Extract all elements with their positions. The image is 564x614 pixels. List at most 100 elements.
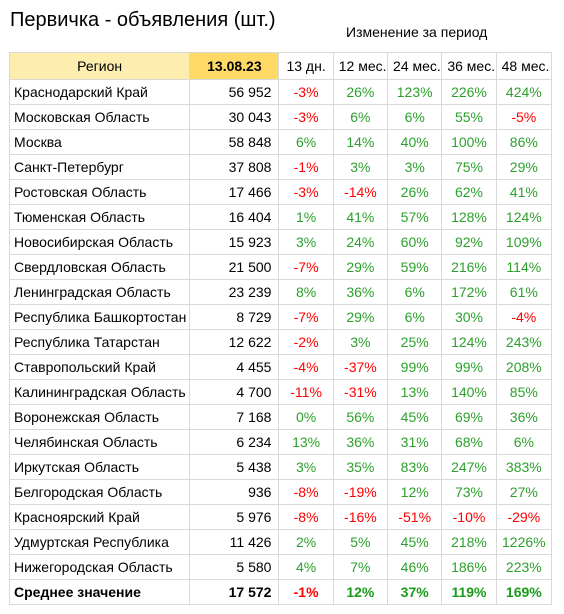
- change-cell: 119%: [441, 579, 497, 605]
- change-cell: 3%: [332, 154, 389, 180]
- table-row: Москва 58 848 6% 14% 40% 100% 86%: [8, 129, 553, 155]
- change-cell: 1226%: [495, 529, 553, 555]
- listings-count-cell: 17 572: [189, 579, 280, 605]
- change-cell: -4%: [495, 304, 553, 330]
- table-row: Санкт-Петербург 37 808 -1% 3% 3% 75% 29%: [8, 154, 553, 180]
- change-cell: 45%: [387, 404, 443, 430]
- change-cell: 2%: [278, 529, 334, 555]
- change-cell: -10%: [441, 504, 497, 530]
- change-cell: 55%: [441, 104, 497, 130]
- table-body: Краснодарский Край 56 952 -3% 26% 123% 226% 42…: [8, 79, 553, 605]
- region-cell: Москва: [8, 129, 191, 155]
- change-cell: 140%: [441, 379, 497, 405]
- table-row: Краснодарский Край 56 952 -3% 26% 123% 226% 42…: [8, 79, 553, 105]
- change-cell: 4%: [278, 554, 334, 580]
- region-cell: Тюменская Область: [8, 204, 191, 230]
- change-cell: 169%: [495, 579, 553, 605]
- change-cell: 243%: [495, 329, 553, 355]
- change-cell: 61%: [495, 279, 553, 305]
- change-cell: -8%: [278, 504, 334, 530]
- change-cell: 29%: [495, 154, 553, 180]
- change-cell: 0%: [278, 404, 334, 430]
- region-cell: Челябинская Область: [8, 429, 191, 455]
- change-cell: 75%: [441, 154, 497, 180]
- change-cell: 424%: [495, 79, 553, 105]
- change-cell: 208%: [495, 354, 553, 380]
- change-cell: -51%: [387, 504, 443, 530]
- region-cell: Ставропольский Край: [8, 354, 191, 380]
- change-cell: 123%: [387, 79, 443, 105]
- change-cell: -1%: [278, 154, 334, 180]
- change-cell: 60%: [387, 229, 443, 255]
- change-cell: 100%: [441, 129, 497, 155]
- table-row: Свердловская Область 21 500 -7% 29% 59% 216% 1…: [8, 254, 553, 280]
- change-cell: 6%: [387, 279, 443, 305]
- average-row: Среднее значение 17 572 -1% 12% 37% 119% 169%: [8, 579, 553, 605]
- change-cell: 3%: [278, 229, 334, 255]
- change-cell: -19%: [332, 479, 389, 505]
- change-period-caption: Изменение за период: [346, 24, 488, 40]
- change-cell: 226%: [441, 79, 497, 105]
- table-row: Тюменская Область 16 404 1% 41% 57% 128% 124%: [8, 204, 553, 230]
- change-cell: -8%: [278, 479, 334, 505]
- table-row: Нижегородская Область 5 580 4% 7% 46% 186% 223…: [8, 554, 553, 580]
- change-cell: 5%: [332, 529, 389, 555]
- change-cell: 37%: [387, 579, 443, 605]
- region-cell: Красноярский Край: [8, 504, 191, 530]
- region-cell: Ростовская Область: [8, 179, 191, 205]
- change-cell: 172%: [441, 279, 497, 305]
- change-cell: 6%: [278, 129, 334, 155]
- listings-count-cell: 17 466: [189, 179, 280, 205]
- listings-count-cell: 5 438: [189, 454, 280, 480]
- table-row: Московская Область 30 043 -3% 6% 6% 55% -5%: [8, 104, 553, 130]
- column-header-48m: 48 мес.: [495, 52, 553, 80]
- region-cell: Среднее значение: [8, 579, 191, 605]
- change-cell: 40%: [387, 129, 443, 155]
- change-cell: 73%: [441, 479, 497, 505]
- listings-count-cell: 4 455: [189, 354, 280, 380]
- listings-count-cell: 936: [189, 479, 280, 505]
- column-header-region: Регион: [8, 52, 191, 80]
- region-cell: Воронежская Область: [8, 404, 191, 430]
- change-cell: 13%: [278, 429, 334, 455]
- column-header-13d: 13 дн.: [278, 52, 334, 80]
- change-cell: 31%: [387, 429, 443, 455]
- change-cell: 85%: [495, 379, 553, 405]
- change-cell: 8%: [278, 279, 334, 305]
- change-cell: 124%: [441, 329, 497, 355]
- change-cell: 36%: [332, 429, 389, 455]
- page-title: Первичка - объявления (шт.): [10, 9, 276, 31]
- table-row: Белгородская Область 936 -8% -19% 12% 73% 27%: [8, 479, 553, 505]
- listings-count-cell: 23 239: [189, 279, 280, 305]
- change-cell: 86%: [495, 129, 553, 155]
- change-cell: 99%: [441, 354, 497, 380]
- change-cell: 114%: [495, 254, 553, 280]
- column-header-date: 13.08.23: [189, 52, 280, 80]
- listings-count-cell: 15 923: [189, 229, 280, 255]
- change-cell: -7%: [278, 254, 334, 280]
- listings-count-cell: 16 404: [189, 204, 280, 230]
- change-cell: 12%: [332, 579, 389, 605]
- change-cell: 41%: [495, 179, 553, 205]
- table-row: Удмуртская Республика 11 426 2% 5% 45% 218% 12…: [8, 529, 553, 555]
- region-cell: Калининградская Область: [8, 379, 191, 405]
- listings-count-cell: 8 729: [189, 304, 280, 330]
- change-cell: -3%: [278, 79, 334, 105]
- change-cell: -29%: [495, 504, 553, 530]
- table-row: Республика Татарстан 12 622 -2% 3% 25% 124% 24…: [8, 329, 553, 355]
- change-cell: 186%: [441, 554, 497, 580]
- listings-count-cell: 6 234: [189, 429, 280, 455]
- change-cell: 45%: [387, 529, 443, 555]
- change-cell: 29%: [332, 304, 389, 330]
- listings-count-cell: 30 043: [189, 104, 280, 130]
- change-cell: 223%: [495, 554, 553, 580]
- region-cell: Санкт-Петербург: [8, 154, 191, 180]
- column-header-24m: 24 мес.: [387, 52, 443, 80]
- change-cell: 62%: [441, 179, 497, 205]
- change-cell: -7%: [278, 304, 334, 330]
- change-cell: 14%: [332, 129, 389, 155]
- table-row: Ростовская Область 17 466 -3% -14% 26% 62% 41%: [8, 179, 553, 205]
- change-cell: -2%: [278, 329, 334, 355]
- change-cell: 3%: [278, 454, 334, 480]
- change-cell: 68%: [441, 429, 497, 455]
